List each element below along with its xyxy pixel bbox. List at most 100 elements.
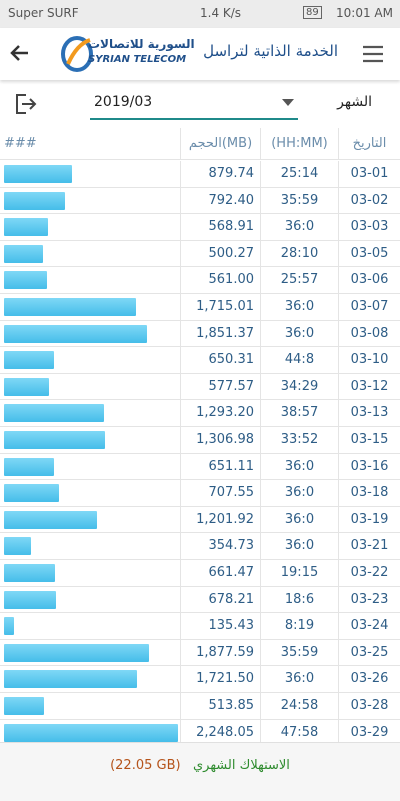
date: 03-10 bbox=[338, 347, 400, 373]
date: 03-21 bbox=[338, 533, 400, 559]
table-row: 1,715.01 36:0 03-07 bbox=[0, 294, 400, 321]
duration: 8:19 bbox=[260, 613, 338, 639]
usage-bar bbox=[4, 723, 178, 742]
header-date: التاريخ bbox=[338, 128, 400, 159]
menu-button[interactable] bbox=[362, 44, 384, 64]
table-row: 651.11 36:0 03-16 bbox=[0, 453, 400, 481]
date: 03-25 bbox=[338, 639, 400, 666]
usage-bar bbox=[4, 510, 97, 529]
usage-bar bbox=[4, 590, 57, 609]
duration: 34:29 bbox=[260, 373, 338, 400]
usage-bar bbox=[4, 351, 55, 370]
back-button[interactable] bbox=[8, 42, 30, 64]
table-row: 678.21 18:6 03-23 bbox=[0, 586, 400, 614]
table-row: 354.73 36:0 03-21 bbox=[0, 533, 400, 560]
monthly-usage-label: الاستهلاك الشهري bbox=[192, 758, 290, 773]
volume: 879.74 bbox=[180, 161, 260, 187]
date: 03-16 bbox=[338, 453, 400, 480]
table-row: 1,293.20 38:57 03-13 bbox=[0, 400, 400, 427]
usage-bar bbox=[4, 271, 48, 290]
volume: 1,721.50 bbox=[180, 666, 260, 692]
duration: 47:58 bbox=[260, 719, 338, 742]
date: 03-03 bbox=[338, 214, 400, 240]
logo-icon bbox=[61, 36, 93, 72]
table-row: 2,248.05 47:58 03-29 bbox=[0, 719, 400, 742]
duration: 44:8 bbox=[260, 347, 338, 373]
header-volume: الحجم(MB) bbox=[180, 128, 260, 159]
clock: 10:01 AM bbox=[336, 6, 393, 20]
usage-bar bbox=[4, 218, 48, 237]
date: 03-06 bbox=[338, 267, 400, 293]
usage-bar bbox=[4, 165, 72, 183]
date: 03-05 bbox=[338, 240, 400, 267]
usage-bar bbox=[4, 431, 105, 449]
usage-bar bbox=[4, 484, 59, 503]
status-bar: Super SURF 1.4 K/s 89 10:01 AM bbox=[0, 0, 400, 28]
table-row: 650.31 44:8 03-10 bbox=[0, 347, 400, 374]
date: 03-24 bbox=[338, 613, 400, 639]
usage-bar bbox=[4, 404, 104, 423]
month-select[interactable]: 2019/03 bbox=[90, 88, 298, 120]
usage-bar bbox=[4, 670, 137, 689]
usage-bar bbox=[4, 697, 44, 715]
date: 03-23 bbox=[338, 586, 400, 613]
volume: 2,248.05 bbox=[180, 719, 260, 742]
duration: 25:14 bbox=[260, 161, 338, 187]
duration: 18:6 bbox=[260, 586, 338, 613]
carrier: Super SURF bbox=[8, 6, 79, 20]
volume: 650.31 bbox=[180, 347, 260, 373]
date: 03-22 bbox=[338, 560, 400, 586]
header-bar: ### bbox=[4, 136, 37, 151]
duration: 35:59 bbox=[260, 187, 338, 214]
usage-bar bbox=[4, 298, 137, 316]
table-row: 1,306.98 33:52 03-15 bbox=[0, 427, 400, 454]
duration: 19:15 bbox=[260, 560, 338, 586]
volume: 561.00 bbox=[180, 267, 260, 293]
date: 03-12 bbox=[338, 373, 400, 400]
usage-bar bbox=[4, 643, 149, 662]
page-title: الخدمة الذاتية لتراسل bbox=[203, 42, 338, 60]
month-label: الشهر bbox=[337, 94, 372, 110]
date: 03-28 bbox=[338, 693, 400, 719]
usage-bar bbox=[4, 377, 49, 396]
volume: 1,306.98 bbox=[180, 427, 260, 453]
table-row: 513.85 24:58 03-28 bbox=[0, 693, 400, 720]
duration: 36:0 bbox=[260, 506, 338, 533]
duration: 36:0 bbox=[260, 294, 338, 320]
table-row: 500.27 28:10 03-05 bbox=[0, 240, 400, 268]
volume: 678.21 bbox=[180, 586, 260, 613]
exit-button[interactable] bbox=[14, 92, 38, 116]
table-header: ### الحجم(MB) (HH:MM) التاريخ bbox=[0, 128, 400, 160]
usage-bar bbox=[4, 191, 66, 210]
usage-bar bbox=[4, 324, 147, 343]
duration: 36:0 bbox=[260, 320, 338, 347]
usage-bar bbox=[4, 537, 32, 556]
table-row: 1,851.37 36:0 03-08 bbox=[0, 320, 400, 348]
duration: 25:57 bbox=[260, 267, 338, 293]
volume: 1,201.92 bbox=[180, 506, 260, 533]
duration: 36:0 bbox=[260, 453, 338, 480]
usage-table: ### الحجم(MB) (HH:MM) التاريخ 879.74 25:1… bbox=[0, 128, 400, 742]
table-row: 707.55 36:0 03-18 bbox=[0, 480, 400, 507]
volume: 792.40 bbox=[180, 187, 260, 214]
duration: 35:59 bbox=[260, 639, 338, 666]
logo-arabic: السورية للاتصالات bbox=[88, 37, 195, 51]
volume: 651.11 bbox=[180, 453, 260, 480]
volume: 513.85 bbox=[180, 693, 260, 719]
month-row: 2019/03 الشهر bbox=[0, 84, 400, 124]
date: 03-07 bbox=[338, 294, 400, 320]
footer: الاستهلاك الشهري (22.05 GB) bbox=[0, 742, 400, 801]
duration: 36:0 bbox=[260, 533, 338, 559]
usage-bar bbox=[4, 617, 15, 636]
volume: 1,877.59 bbox=[180, 639, 260, 666]
date: 03-18 bbox=[338, 480, 400, 506]
usage-bar bbox=[4, 244, 43, 263]
header-time: (HH:MM) bbox=[260, 128, 338, 159]
date: 03-13 bbox=[338, 400, 400, 426]
volume: 707.55 bbox=[180, 480, 260, 506]
volume: 1,293.20 bbox=[180, 400, 260, 426]
duration: 36:0 bbox=[260, 480, 338, 506]
usage-bar bbox=[4, 564, 56, 582]
volume: 354.73 bbox=[180, 533, 260, 559]
